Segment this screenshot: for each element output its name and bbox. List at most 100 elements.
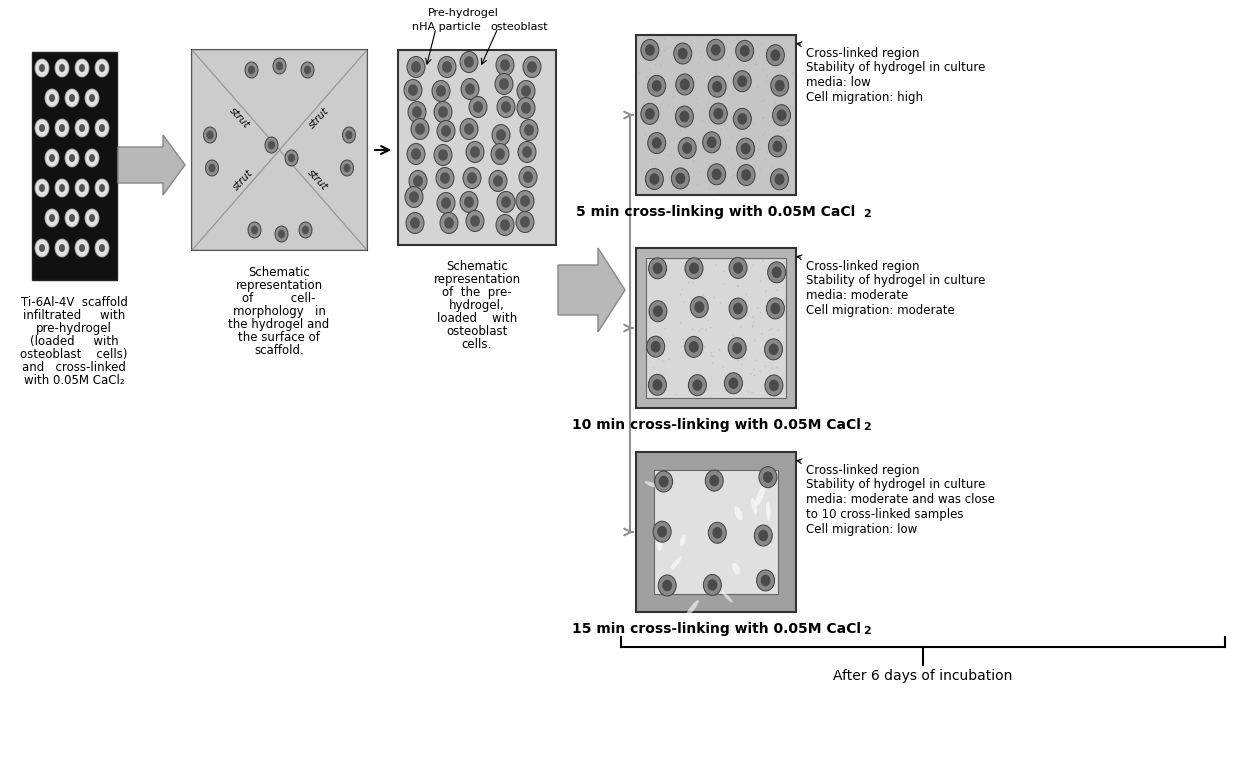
Ellipse shape <box>738 43 739 45</box>
Ellipse shape <box>770 169 789 190</box>
Ellipse shape <box>95 59 109 77</box>
Ellipse shape <box>713 108 723 119</box>
Ellipse shape <box>712 362 713 364</box>
Text: Ti-6Al-4V  scaffold: Ti-6Al-4V scaffold <box>21 296 128 309</box>
Ellipse shape <box>737 37 738 39</box>
Ellipse shape <box>645 108 655 120</box>
Ellipse shape <box>696 141 697 143</box>
Ellipse shape <box>688 282 689 283</box>
Ellipse shape <box>770 367 773 369</box>
Ellipse shape <box>676 74 693 95</box>
Ellipse shape <box>682 339 683 340</box>
Ellipse shape <box>470 215 480 227</box>
Ellipse shape <box>692 282 694 283</box>
Ellipse shape <box>771 298 774 299</box>
Ellipse shape <box>299 222 312 238</box>
Ellipse shape <box>55 59 69 77</box>
Ellipse shape <box>684 98 686 100</box>
Ellipse shape <box>753 322 754 324</box>
Ellipse shape <box>754 525 773 546</box>
Ellipse shape <box>671 168 689 189</box>
Ellipse shape <box>660 65 662 66</box>
Ellipse shape <box>495 73 513 95</box>
Ellipse shape <box>755 484 766 507</box>
Ellipse shape <box>250 226 258 234</box>
Ellipse shape <box>692 154 693 156</box>
Ellipse shape <box>79 244 86 252</box>
Ellipse shape <box>35 119 50 137</box>
Ellipse shape <box>301 62 314 78</box>
Ellipse shape <box>771 166 773 167</box>
Ellipse shape <box>497 96 515 118</box>
Ellipse shape <box>755 359 756 361</box>
Ellipse shape <box>491 143 508 165</box>
Ellipse shape <box>438 150 448 161</box>
Ellipse shape <box>645 44 655 56</box>
Ellipse shape <box>64 89 79 107</box>
Ellipse shape <box>501 101 511 113</box>
Ellipse shape <box>441 125 451 137</box>
Ellipse shape <box>516 211 534 233</box>
Ellipse shape <box>246 62 258 78</box>
Ellipse shape <box>275 226 288 242</box>
Ellipse shape <box>342 127 356 143</box>
Ellipse shape <box>753 325 754 326</box>
Ellipse shape <box>520 195 529 207</box>
Ellipse shape <box>489 170 507 192</box>
Ellipse shape <box>45 209 60 227</box>
Ellipse shape <box>737 359 739 361</box>
Ellipse shape <box>656 526 662 551</box>
Ellipse shape <box>702 328 703 329</box>
Ellipse shape <box>436 121 455 141</box>
Text: of  the  pre-: of the pre- <box>443 286 512 299</box>
Ellipse shape <box>460 51 477 72</box>
Ellipse shape <box>444 217 454 229</box>
Text: cells.: cells. <box>461 338 492 351</box>
Ellipse shape <box>432 81 450 101</box>
Ellipse shape <box>709 188 711 190</box>
Ellipse shape <box>719 145 722 146</box>
Text: with 0.05M CaCl₂: with 0.05M CaCl₂ <box>24 374 124 387</box>
Ellipse shape <box>676 121 677 122</box>
Ellipse shape <box>688 62 689 63</box>
Ellipse shape <box>765 375 782 396</box>
Ellipse shape <box>711 355 712 356</box>
Ellipse shape <box>60 184 64 192</box>
Ellipse shape <box>729 257 746 278</box>
Ellipse shape <box>738 285 739 287</box>
Ellipse shape <box>701 374 703 375</box>
Text: Pre-hydrogel: Pre-hydrogel <box>428 8 498 18</box>
Ellipse shape <box>413 175 423 187</box>
Ellipse shape <box>737 285 738 287</box>
Ellipse shape <box>761 43 763 44</box>
Ellipse shape <box>666 167 667 169</box>
Ellipse shape <box>781 181 782 182</box>
Ellipse shape <box>680 535 686 546</box>
Ellipse shape <box>684 357 686 359</box>
Ellipse shape <box>727 82 728 84</box>
Ellipse shape <box>774 376 775 378</box>
Ellipse shape <box>99 64 105 72</box>
Ellipse shape <box>645 185 646 186</box>
Ellipse shape <box>658 178 660 179</box>
Ellipse shape <box>723 164 724 166</box>
Ellipse shape <box>782 300 785 301</box>
Ellipse shape <box>776 289 779 291</box>
Ellipse shape <box>743 61 744 63</box>
Ellipse shape <box>341 160 353 176</box>
Ellipse shape <box>673 43 692 64</box>
Ellipse shape <box>79 64 86 72</box>
Ellipse shape <box>769 378 770 380</box>
Ellipse shape <box>662 580 672 591</box>
Ellipse shape <box>717 164 718 166</box>
Ellipse shape <box>651 83 653 85</box>
Text: Stability of hydrogel in culture
media: moderate
Cell migration: moderate: Stability of hydrogel in culture media: … <box>806 274 986 317</box>
Ellipse shape <box>498 79 508 90</box>
Ellipse shape <box>69 154 74 162</box>
Ellipse shape <box>697 98 698 99</box>
Ellipse shape <box>706 104 708 105</box>
Ellipse shape <box>703 132 720 153</box>
Text: 15 min cross-linking with 0.05M CaCl: 15 min cross-linking with 0.05M CaCl <box>572 622 861 636</box>
Ellipse shape <box>89 94 95 102</box>
Ellipse shape <box>709 103 728 124</box>
